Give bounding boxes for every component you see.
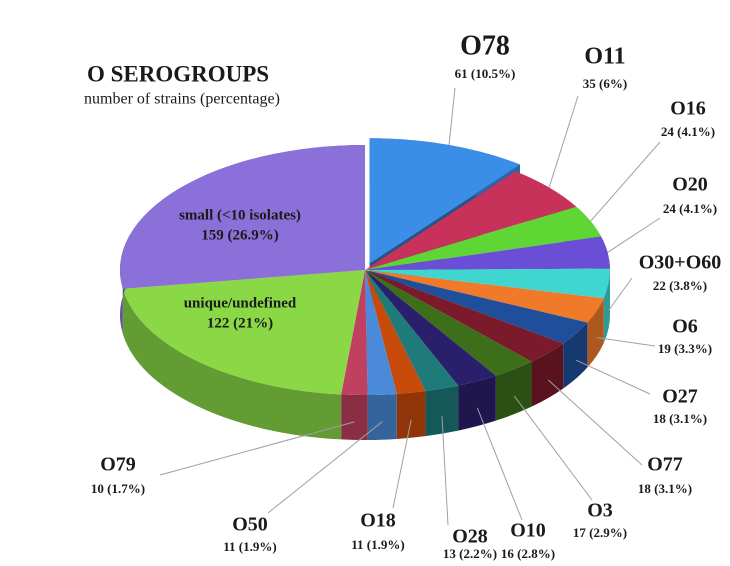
value-label: 11 (1.9%): [351, 537, 404, 552]
slice-label: O78: [460, 30, 510, 61]
slice-label: O30+O60: [639, 252, 722, 274]
leader-line: [159, 421, 355, 476]
pie-slice: [365, 270, 459, 437]
value-label: 18 (3.1%): [653, 411, 707, 426]
value-label: 10 (1.7%): [91, 481, 145, 496]
leader-line: [267, 421, 383, 514]
slice-label: O3: [587, 500, 613, 522]
chart-subtitle: number of strains (percentage): [84, 91, 280, 108]
value-label: 22 (3.8%): [653, 278, 707, 293]
pie-slice: [365, 268, 610, 344]
pie-slice: [365, 270, 426, 439]
value-label: 11 (1.9%): [223, 539, 276, 554]
slice-label: O50: [232, 514, 268, 536]
slice-side: [531, 343, 564, 407]
slice-top: [365, 270, 397, 395]
value-label: 19 (3.3%): [658, 341, 712, 356]
leader-line: [608, 277, 633, 311]
pie-slice: [365, 270, 532, 421]
slice-top: [365, 171, 577, 270]
slice-label: unique/undefined: [184, 295, 297, 311]
value-label: 35 (6%): [583, 76, 627, 91]
slice-label: O6: [672, 316, 698, 338]
slice-label: O28: [452, 526, 488, 548]
slice-label: O18: [360, 510, 396, 532]
value-label: 18 (3.1%): [638, 481, 692, 496]
slice-top: [365, 270, 426, 394]
leader-line: [590, 141, 661, 222]
value-label: 24 (4.1%): [663, 201, 717, 216]
pie-slice: [365, 270, 588, 389]
slice-top: [369, 138, 520, 264]
slice-side: [495, 361, 532, 421]
slice-side: [341, 394, 368, 441]
slice-side: [587, 298, 604, 368]
value-label: 159 (26.9%): [201, 227, 279, 243]
slice-label: O79: [100, 454, 136, 476]
pie-slice: [122, 270, 365, 440]
chart-title: O SEROGROUPS: [87, 61, 269, 86]
slice-top: [122, 270, 365, 395]
pie-slice: [365, 270, 496, 431]
slice-side: [122, 288, 342, 440]
leader-line: [476, 407, 523, 521]
slice-top: [365, 268, 610, 299]
slice-label: O20: [672, 174, 708, 196]
slice-top: [365, 270, 604, 323]
slice-side: [367, 393, 397, 440]
leader-line: [548, 95, 579, 188]
slice-label: small (<10 isolates): [179, 207, 301, 223]
slice-top: [120, 145, 365, 289]
pie-slice: [341, 270, 368, 441]
leader-line: [596, 337, 656, 347]
slice-label: O77: [647, 454, 683, 476]
slice-side: [425, 385, 459, 437]
leader-line: [441, 415, 449, 526]
slice-top: [365, 270, 459, 392]
slice-label: O10: [510, 520, 546, 542]
pie-slice: [365, 270, 564, 407]
slice-top: [365, 270, 532, 376]
slice-side: [563, 322, 588, 389]
pie-slice: [120, 145, 365, 334]
value-label: 13 (2.2%): [443, 546, 497, 561]
leader-line: [448, 87, 456, 146]
slice-label: O27: [662, 386, 698, 408]
slice-side: [396, 391, 426, 439]
leader-line: [576, 359, 651, 395]
slice-label: O16: [670, 98, 706, 120]
value-label: 17 (2.9%): [573, 525, 627, 540]
slice-side: [603, 268, 610, 344]
slice-top: [365, 270, 496, 386]
slice-side: [458, 375, 496, 431]
leader-line: [392, 419, 412, 509]
slice-top: [365, 206, 602, 270]
value-label: 16 (2.8%): [501, 546, 555, 561]
value-label: 61 (10.5%): [455, 66, 516, 81]
leader-line: [607, 217, 661, 253]
slice-top: [365, 236, 610, 270]
pie-slice: [365, 270, 604, 368]
slice-top: [341, 270, 368, 395]
slice-top: [365, 270, 564, 362]
slice-label: O11: [584, 44, 625, 70]
leader-line: [547, 379, 643, 466]
pie-slice: [365, 270, 397, 440]
value-label: 122 (21%): [207, 315, 273, 331]
leader-line: [513, 395, 593, 501]
value-label: 24 (4.1%): [661, 124, 715, 139]
slice-top: [365, 270, 588, 344]
